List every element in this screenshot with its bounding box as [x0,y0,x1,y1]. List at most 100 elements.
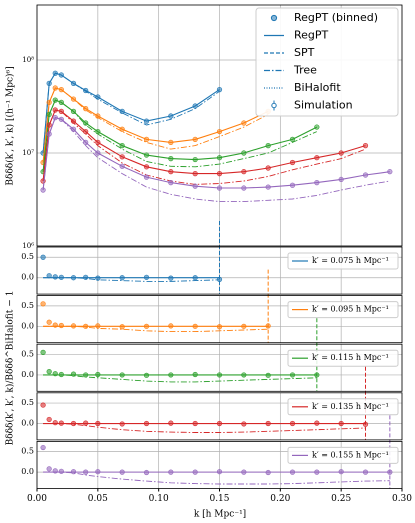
binned-marker [265,184,271,190]
binned-marker [46,122,52,128]
ratio-marker [168,323,174,329]
ratio-marker [46,273,52,279]
binned-marker [192,156,198,163]
binned-marker [168,139,174,145]
ratio-marker [58,274,64,280]
y-tick-label: 0.0 [21,370,34,379]
binned-marker [95,128,101,135]
ratio-marker [143,420,150,427]
ratio-marker [314,469,320,475]
ratio-marker [40,301,46,307]
binned-marker [95,139,101,145]
ratio-marker [265,420,271,427]
y-tick-label: 0.5 [21,252,34,261]
y-tick-label: 0.0 [21,321,34,330]
ratio-marker [216,372,223,378]
binned-marker [314,155,320,161]
binned-marker [192,136,198,142]
x-tick-label: 0.05 [88,494,108,504]
y-tick-label: 0.5 [21,447,34,456]
ratio-marker [362,469,369,475]
binned-marker [46,131,52,137]
ratio-marker [95,371,101,378]
ratio-tree-line [43,277,220,282]
x-tick-label: 0.30 [392,494,412,504]
ratio-marker [216,469,223,475]
x-tick-label: 0.15 [209,494,229,504]
binned-marker [52,115,58,121]
ratio-marker [58,322,64,329]
tree-line [42,72,220,154]
ratio-marker [241,372,247,378]
ratio-marker [168,275,174,281]
legend-label: BiHalofit [294,81,341,94]
legend-label: k′ = 0.135 h Mpc⁻¹ [312,402,389,411]
binned-marker [119,126,125,132]
legend-box [287,252,399,270]
binned-marker [241,150,247,156]
binned-marker [143,118,150,124]
ratio-marker [119,421,125,427]
ratio-marker [40,402,46,408]
ratio-marker [83,469,89,475]
ratio-marker [192,275,198,281]
y-tick-label: 0.5 [21,301,34,310]
panel-frame [36,246,403,295]
ratio-marker [58,371,64,378]
binned-marker [362,172,369,178]
binned-marker [83,139,89,145]
binned-marker [314,180,320,186]
y-tick-label: 0.0 [21,419,34,428]
ratio-marker [46,369,52,375]
binned-marker [143,164,150,170]
ratio-marker [95,323,101,329]
binned-marker [70,108,77,114]
ratio-marker [241,323,247,329]
x-axis-label: k [h Mpc⁻¹] [194,510,246,520]
binned-marker [58,87,64,93]
ratio-marker [143,372,150,378]
binned-marker [83,128,89,135]
binned-marker [70,80,77,86]
ratio-marker [289,372,296,378]
x-tick-label: 0.10 [149,494,169,504]
legend-swatch [270,14,278,22]
ratio-marker [40,349,46,355]
ratio-marker [289,469,296,475]
legend-box [287,398,399,416]
binned-marker [119,163,125,169]
ratio-marker [58,468,64,474]
binned-marker [168,169,174,175]
binned-marker [119,143,125,149]
binned-marker [119,154,125,160]
binned-marker [83,106,89,112]
binned-marker [338,176,344,183]
legend-label: k′ = 0.115 h Mpc⁻¹ [312,353,389,362]
tree-line [42,117,390,203]
binned-marker [362,143,369,149]
legend-label: RegPT [294,29,329,42]
y-tick-label: 10⁷ [22,149,34,157]
ratio-marker [168,372,174,378]
ratio-marker [168,420,174,426]
legend-label: RegPT (binned) [294,11,378,24]
binned-marker [40,187,46,193]
binned-marker [289,182,296,188]
y-tick-label: 10⁶ [22,242,34,250]
panel-frame [36,392,403,441]
binned-marker [58,116,64,122]
binned-marker [143,174,150,180]
ratio-marker [52,468,58,474]
binned-marker [58,72,64,78]
binned-marker [70,118,77,124]
ratio-marker [338,420,344,427]
binned-marker [192,103,198,109]
ratio-marker [168,469,174,475]
ratio-marker [192,469,198,475]
ratio-marker [192,371,198,378]
binned-marker [70,126,77,132]
ratio-marker [95,420,101,427]
ratio-marker [119,324,125,330]
y-tick-label: 0.5 [21,398,34,407]
